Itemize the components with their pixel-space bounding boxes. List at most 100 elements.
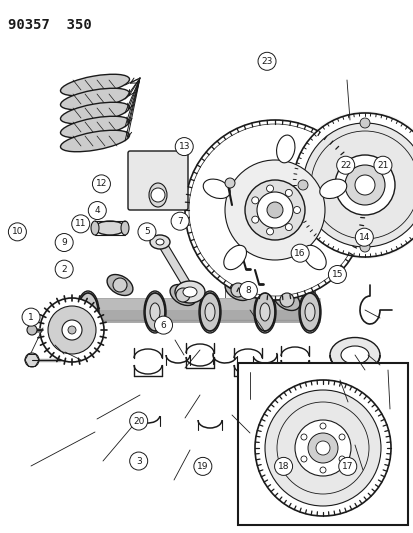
Circle shape bbox=[344, 165, 384, 205]
Ellipse shape bbox=[183, 287, 197, 297]
Circle shape bbox=[224, 160, 324, 260]
Circle shape bbox=[292, 113, 413, 257]
Circle shape bbox=[171, 212, 189, 230]
Ellipse shape bbox=[299, 293, 319, 331]
Circle shape bbox=[338, 457, 356, 475]
Bar bbox=[224, 200, 314, 300]
Circle shape bbox=[8, 223, 26, 241]
Circle shape bbox=[55, 260, 73, 278]
Circle shape bbox=[338, 434, 344, 440]
Ellipse shape bbox=[144, 291, 166, 333]
Ellipse shape bbox=[95, 221, 125, 235]
Ellipse shape bbox=[276, 135, 294, 163]
Text: 17: 17 bbox=[341, 462, 353, 471]
Ellipse shape bbox=[91, 221, 99, 235]
Ellipse shape bbox=[199, 291, 221, 333]
Circle shape bbox=[138, 223, 156, 241]
Ellipse shape bbox=[319, 179, 346, 198]
Circle shape bbox=[266, 185, 273, 192]
Circle shape bbox=[315, 441, 329, 455]
Text: 14: 14 bbox=[358, 233, 369, 241]
Circle shape bbox=[274, 457, 292, 475]
Ellipse shape bbox=[60, 116, 129, 138]
Ellipse shape bbox=[78, 293, 98, 331]
Text: 1: 1 bbox=[28, 313, 34, 321]
Circle shape bbox=[300, 456, 306, 462]
Text: 5: 5 bbox=[144, 228, 150, 236]
Text: 20: 20 bbox=[133, 417, 144, 425]
Bar bbox=[237, 363, 407, 525]
Circle shape bbox=[113, 278, 127, 292]
Circle shape bbox=[354, 175, 374, 195]
Circle shape bbox=[68, 326, 76, 334]
Text: 4: 4 bbox=[94, 206, 100, 215]
Circle shape bbox=[257, 52, 275, 70]
Text: 7: 7 bbox=[177, 217, 183, 225]
Text: 16: 16 bbox=[294, 249, 305, 257]
Circle shape bbox=[230, 283, 244, 297]
Text: 8: 8 bbox=[245, 286, 251, 295]
Text: 18: 18 bbox=[277, 462, 289, 471]
Circle shape bbox=[193, 457, 211, 475]
Circle shape bbox=[285, 189, 292, 196]
Text: 22: 22 bbox=[339, 161, 351, 169]
Ellipse shape bbox=[204, 303, 214, 321]
Ellipse shape bbox=[329, 337, 379, 373]
Circle shape bbox=[129, 412, 147, 430]
Ellipse shape bbox=[225, 279, 250, 301]
Ellipse shape bbox=[254, 293, 274, 331]
Text: 90357  350: 90357 350 bbox=[8, 18, 92, 32]
FancyBboxPatch shape bbox=[128, 151, 188, 210]
Ellipse shape bbox=[150, 303, 159, 321]
Circle shape bbox=[27, 325, 37, 335]
Circle shape bbox=[300, 434, 306, 440]
Circle shape bbox=[373, 156, 391, 174]
Ellipse shape bbox=[303, 245, 325, 270]
Circle shape bbox=[293, 206, 300, 214]
Ellipse shape bbox=[203, 179, 230, 198]
Circle shape bbox=[359, 242, 369, 252]
Circle shape bbox=[154, 316, 172, 334]
Circle shape bbox=[224, 178, 235, 188]
Circle shape bbox=[290, 244, 309, 262]
Circle shape bbox=[336, 156, 354, 174]
Circle shape bbox=[279, 293, 293, 307]
Ellipse shape bbox=[60, 130, 129, 152]
Ellipse shape bbox=[121, 221, 129, 235]
Text: 11: 11 bbox=[75, 220, 86, 228]
Circle shape bbox=[334, 155, 394, 215]
Circle shape bbox=[92, 175, 110, 193]
Circle shape bbox=[251, 197, 258, 204]
Ellipse shape bbox=[340, 346, 368, 364]
Text: 19: 19 bbox=[197, 462, 208, 471]
Circle shape bbox=[285, 224, 292, 231]
Circle shape bbox=[244, 180, 304, 240]
Polygon shape bbox=[154, 240, 195, 290]
Circle shape bbox=[354, 228, 373, 246]
Text: 23: 23 bbox=[261, 57, 272, 66]
Ellipse shape bbox=[273, 289, 299, 311]
Circle shape bbox=[302, 123, 413, 247]
Circle shape bbox=[256, 192, 292, 228]
Circle shape bbox=[266, 228, 273, 235]
Ellipse shape bbox=[145, 293, 165, 331]
Circle shape bbox=[290, 111, 413, 259]
Text: 10: 10 bbox=[12, 228, 23, 236]
Circle shape bbox=[40, 298, 104, 362]
Ellipse shape bbox=[156, 239, 164, 245]
Circle shape bbox=[328, 265, 346, 284]
Text: 15: 15 bbox=[331, 270, 342, 279]
Circle shape bbox=[264, 390, 380, 506]
Circle shape bbox=[254, 380, 390, 516]
Circle shape bbox=[62, 320, 82, 340]
Text: 2: 2 bbox=[61, 265, 67, 273]
Ellipse shape bbox=[77, 291, 99, 333]
Ellipse shape bbox=[298, 291, 320, 333]
Ellipse shape bbox=[60, 102, 129, 124]
Ellipse shape bbox=[83, 303, 93, 321]
Circle shape bbox=[22, 308, 40, 326]
Circle shape bbox=[185, 120, 364, 300]
Circle shape bbox=[338, 456, 344, 462]
Text: 21: 21 bbox=[376, 161, 388, 169]
Circle shape bbox=[319, 467, 325, 473]
